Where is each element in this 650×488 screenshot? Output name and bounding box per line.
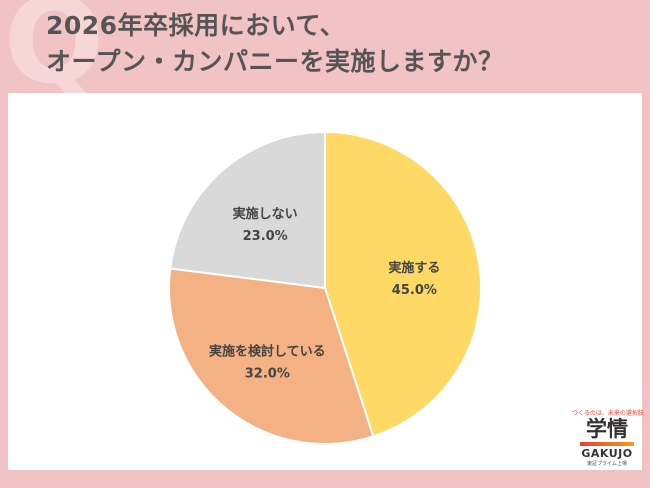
slice-value-1: 32.0%: [245, 367, 290, 382]
pie-slice-0: [324, 130, 482, 438]
logo-tagline: つくるのは、未来の選択肢: [572, 410, 644, 417]
q-decoration: Q: [4, 0, 105, 110]
logo-en: GAKUJO: [581, 447, 633, 460]
slice-value-2: 23.0%: [243, 229, 288, 244]
title-line-2: オープン・カンパニーを実施しますか？: [46, 47, 504, 76]
gakujo-logo: つくるのは、未来の選択肢 学情 GAKUJO 東証プライム上場: [572, 408, 644, 467]
slice-label-1: 実施を検討している: [209, 344, 326, 360]
logo-bar: [580, 442, 634, 446]
pie-slice-2: [169, 130, 326, 290]
logo-sub: 東証プライム上場: [587, 461, 627, 467]
slice-label-0: 実施する: [388, 260, 440, 276]
slice-value-0: 45.0%: [392, 283, 437, 298]
title-line-1: 2026年卒採用において、: [46, 11, 346, 40]
logo-name: 学情: [586, 417, 628, 441]
slice-label-2: 実施しない: [233, 206, 298, 222]
page-title: 2026年卒採用において、 オープン・カンパニーを実施しますか？: [46, 8, 504, 80]
pie-slice-1: [168, 267, 375, 445]
